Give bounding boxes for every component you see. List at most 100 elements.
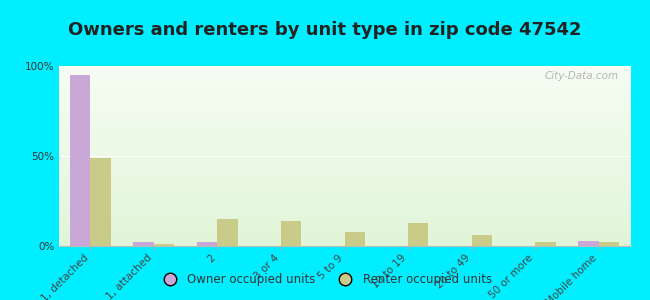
Bar <box>58 139 630 140</box>
Bar <box>58 224 630 225</box>
Bar <box>58 143 630 144</box>
Bar <box>58 84 630 85</box>
Bar <box>58 134 630 135</box>
Bar <box>58 192 630 193</box>
Bar <box>58 67 630 68</box>
Bar <box>58 231 630 232</box>
Bar <box>58 97 630 98</box>
Bar <box>58 103 630 104</box>
Bar <box>58 240 630 241</box>
Bar <box>58 188 630 189</box>
Bar <box>281 221 302 246</box>
Bar <box>58 211 630 212</box>
Bar <box>58 96 630 97</box>
Bar <box>58 184 630 185</box>
Bar <box>133 242 154 246</box>
Bar <box>58 168 630 169</box>
Bar <box>58 122 630 123</box>
Bar <box>58 182 630 183</box>
Bar <box>90 158 110 246</box>
Bar <box>58 100 630 101</box>
Bar <box>58 220 630 221</box>
Bar <box>58 194 630 195</box>
Bar <box>58 229 630 230</box>
Bar <box>58 128 630 129</box>
Bar <box>58 77 630 78</box>
Bar <box>58 198 630 199</box>
Bar <box>58 209 630 210</box>
Bar <box>58 167 630 168</box>
Bar <box>58 90 630 91</box>
Bar <box>58 204 630 205</box>
Bar <box>58 232 630 233</box>
Bar <box>58 219 630 220</box>
Bar <box>58 160 630 161</box>
Bar <box>58 180 630 181</box>
Bar <box>58 70 630 71</box>
Bar <box>58 127 630 128</box>
Bar <box>58 237 630 238</box>
Bar <box>58 94 630 95</box>
Bar <box>58 215 630 216</box>
Bar <box>58 118 630 119</box>
Bar <box>58 98 630 99</box>
Bar <box>58 104 630 105</box>
Bar <box>58 147 630 148</box>
Bar <box>58 117 630 118</box>
Bar <box>58 160 630 161</box>
Bar <box>58 82 630 83</box>
Bar <box>58 99 630 100</box>
Bar <box>58 197 630 198</box>
Bar <box>344 232 365 246</box>
Bar <box>58 137 630 138</box>
Bar <box>58 186 630 187</box>
Bar <box>58 144 630 145</box>
Bar <box>58 163 630 164</box>
Bar <box>58 216 630 217</box>
Bar <box>58 170 630 171</box>
Bar <box>578 241 599 246</box>
Bar <box>58 212 630 213</box>
Text: City-Data.com: City-Data.com <box>545 71 619 81</box>
Bar <box>58 74 630 75</box>
Bar <box>58 195 630 196</box>
Bar <box>58 241 630 242</box>
Bar <box>58 148 630 149</box>
Bar <box>58 193 630 194</box>
Bar <box>58 141 630 142</box>
Bar <box>58 91 630 92</box>
Bar <box>58 92 630 93</box>
Bar <box>58 210 630 211</box>
Bar <box>70 75 90 246</box>
Bar <box>58 177 630 178</box>
Bar <box>58 108 630 109</box>
Bar <box>58 138 630 139</box>
Bar <box>58 171 630 172</box>
Bar <box>58 88 630 89</box>
Bar <box>535 242 556 246</box>
Bar <box>58 68 630 69</box>
Bar <box>58 85 630 86</box>
Bar <box>58 169 630 170</box>
Text: Owners and renters by unit type in zip code 47542: Owners and renters by unit type in zip c… <box>68 21 582 39</box>
Bar <box>58 114 630 115</box>
Bar <box>58 187 630 188</box>
Bar <box>58 178 630 179</box>
Bar <box>58 149 630 150</box>
Bar <box>58 176 630 177</box>
Bar <box>58 111 630 112</box>
Bar <box>58 146 630 147</box>
Bar <box>58 191 630 192</box>
Bar <box>58 152 630 153</box>
Bar <box>58 161 630 162</box>
Bar <box>58 89 630 90</box>
Bar <box>58 164 630 165</box>
Bar <box>58 230 630 231</box>
Bar <box>58 242 630 243</box>
Bar <box>58 217 630 218</box>
Bar <box>58 83 630 84</box>
Bar <box>58 228 630 229</box>
Bar <box>58 169 630 170</box>
Bar <box>58 245 630 246</box>
Bar <box>58 199 630 200</box>
